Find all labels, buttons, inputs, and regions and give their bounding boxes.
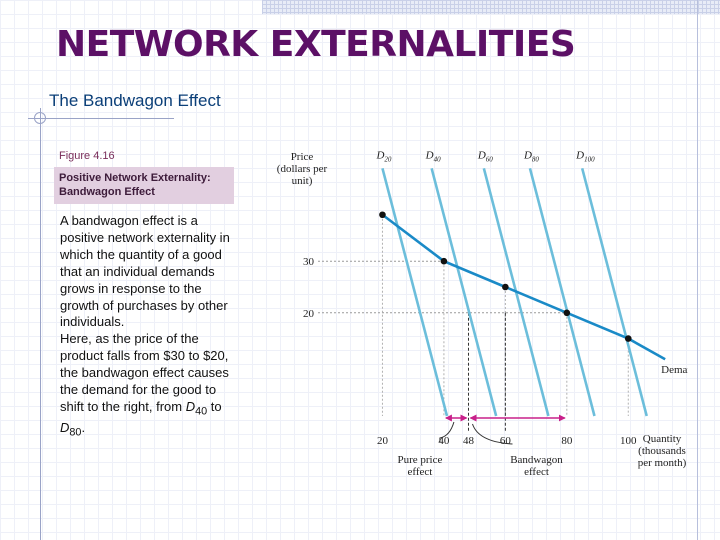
demand-curve-100	[580, 167, 648, 417]
top-decor-band	[262, 0, 720, 14]
demand-curve-label-sub: 100	[584, 155, 595, 163]
demand-curve-80	[528, 167, 596, 417]
y-tick-label: 20	[303, 308, 315, 320]
demand-curve-label-sub: 60	[486, 155, 494, 163]
explanation-text: A bandwagon effect is a positive network…	[60, 213, 238, 442]
equilibrium-point	[624, 335, 632, 342]
equilibrium-point	[502, 283, 509, 291]
decor-circle	[34, 112, 46, 124]
demand-curve-label: D100	[575, 149, 595, 163]
to-word: to	[207, 398, 222, 414]
demand-curve-label: D80	[523, 149, 539, 163]
decor-vertical-line	[40, 108, 41, 540]
x-tick-label: 20	[377, 435, 389, 447]
demand-curve-label-sub: 20	[384, 155, 392, 163]
equilibrium-point	[563, 309, 571, 317]
x-tick-label: 60	[500, 435, 512, 447]
figure-number: Figure 4.16	[59, 150, 115, 162]
y-axis-label-line: (dollars per	[277, 163, 328, 175]
market-demand-curve	[381, 213, 666, 361]
y-tick-label: 30	[303, 256, 315, 268]
demand-curve-label: D60	[477, 149, 493, 163]
paragraph-2-end: .	[81, 420, 86, 436]
paragraph-2-lead: Here, as the price of the product falls …	[60, 331, 229, 414]
pure-price-leader	[439, 421, 455, 442]
x-tick-label: 80	[561, 435, 573, 447]
d40-main: D	[185, 398, 196, 414]
slide-title: NETWORK EXTERNALITIES	[56, 24, 576, 65]
demand-curve-label-sub: 80	[532, 155, 540, 163]
y-axis-label-line: Price	[291, 151, 314, 163]
x-tick-label: 100	[620, 435, 637, 447]
bandwagon-leader	[472, 423, 513, 445]
demand-curve-label-sub: 40	[434, 155, 442, 163]
y-axis-label-line: unit)	[292, 175, 313, 187]
pure-price-effect-label: Pure price	[397, 454, 442, 466]
bandwagon-effect-label: Bandwagon	[510, 454, 563, 466]
d80-sub: 80	[69, 427, 82, 440]
figure-caption: Positive Network Externality: Bandwagon …	[54, 167, 234, 204]
explanation-paragraph-2: Here, as the price of the product falls …	[60, 331, 238, 442]
d80-main: D	[60, 420, 70, 436]
demand-curve-20	[381, 167, 449, 417]
market-demand-label: Demand	[661, 364, 688, 376]
slide-subtitle: The Bandwagon Effect	[49, 91, 221, 110]
pure-price-effect-label: effect	[407, 466, 432, 478]
explanation-paragraph-1: A bandwagon effect is a positive network…	[60, 213, 230, 330]
x-axis-label-line: (thousands	[638, 445, 686, 457]
demand-curve-label: D20	[375, 149, 391, 163]
bandwagon-effect-label: effect	[524, 466, 549, 478]
x-axis-label-line: Quantity	[643, 433, 682, 445]
decor-horizontal-line	[28, 118, 174, 119]
d40-sub: 40	[195, 405, 208, 418]
x-tick-label: 40	[438, 435, 450, 447]
demand-curve-40	[430, 167, 498, 417]
equilibrium-point	[440, 257, 448, 265]
demand-curve-label: D40	[425, 149, 441, 163]
x-tick-label: 48	[463, 435, 475, 447]
right-decor-rule	[697, 0, 698, 540]
x-axis-label-line: per month)	[638, 457, 687, 469]
equilibrium-point	[379, 211, 386, 219]
